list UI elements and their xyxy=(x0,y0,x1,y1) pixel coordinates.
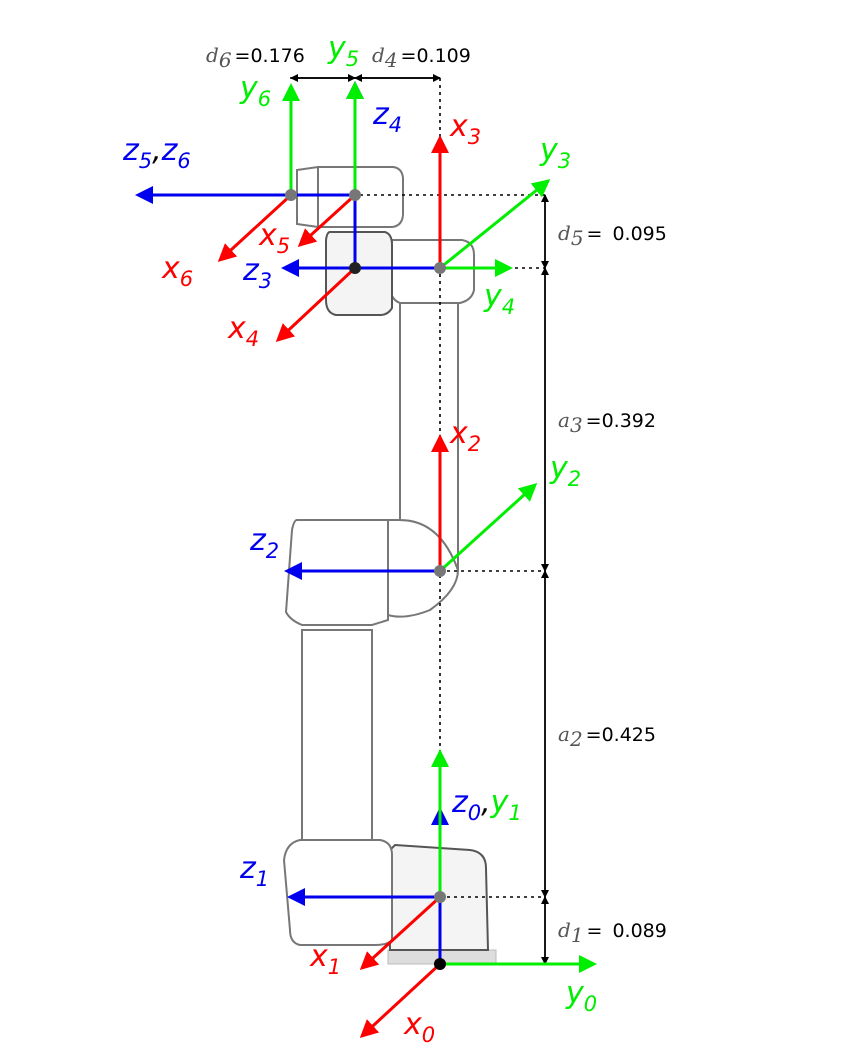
origin-frame4 xyxy=(349,262,361,274)
label-z4: z4 xyxy=(372,97,402,137)
forearm xyxy=(399,299,459,571)
upper-arm xyxy=(301,629,373,841)
origin-frame5 xyxy=(349,189,361,201)
tool-flange xyxy=(296,165,319,229)
robot-body xyxy=(282,165,497,965)
label-z0-y1: z0,y1 xyxy=(451,785,522,825)
label-x5: x5 xyxy=(258,218,290,258)
label-x3: x3 xyxy=(449,109,481,149)
label-z5-z6: z5,z6 xyxy=(122,133,191,173)
dim-label-a3: a3 =0.392 xyxy=(558,408,656,437)
x1-axis xyxy=(359,895,442,971)
dim-label-d5: d5 = 0.095 xyxy=(558,221,667,250)
dimension-arrows xyxy=(290,74,549,965)
label-x6: x6 xyxy=(161,251,193,291)
shoulder-joint xyxy=(282,839,393,946)
label-z1: z1 xyxy=(239,851,269,891)
label-y5: y5 xyxy=(327,31,359,71)
origin-frame1 xyxy=(434,891,446,903)
x0-axis xyxy=(359,962,442,1039)
origin-frame6 xyxy=(285,189,297,201)
label-x2: x2 xyxy=(449,416,481,456)
dim-label-a2: a2 =0.425 xyxy=(558,722,656,751)
label-y2: y2 xyxy=(549,451,581,491)
label-z3: z3 xyxy=(242,253,272,293)
axis-labels: x0 y0 z0,y1 x1 z1 x2 y2 z2 x3 y3 z3 x4 y… xyxy=(122,31,597,1047)
label-y3: y3 xyxy=(539,133,571,173)
y3-axis xyxy=(439,179,551,270)
label-y0: y0 xyxy=(565,976,597,1016)
label-y6: y6 xyxy=(239,71,271,111)
label-y4: y4 xyxy=(483,279,515,319)
origin-frame3 xyxy=(434,262,446,274)
x6-axis xyxy=(217,193,293,263)
dim-label-d1: d1 = 0.089 xyxy=(558,918,667,947)
x4-axis xyxy=(275,266,357,343)
dimension-labels: d6 =0.176 d4 =0.109 d5 = 0.095 a3 =0.392 a2 =0… xyxy=(206,43,667,947)
y2-axis xyxy=(438,482,538,573)
origin-frame2 xyxy=(434,565,446,577)
dim-label-d4: d4 =0.109 xyxy=(372,43,471,72)
frame-axes xyxy=(135,81,597,1039)
joint-origins xyxy=(285,189,446,970)
dim-label-d6: d6 =0.176 xyxy=(206,43,305,72)
label-x4: x4 xyxy=(227,311,259,351)
x5-axis xyxy=(297,193,357,248)
label-z2: z2 xyxy=(249,523,279,563)
origin-frame0 xyxy=(434,958,446,970)
wrist2-joint xyxy=(325,231,393,316)
label-x0: x0 xyxy=(403,1007,435,1047)
label-x1: x1 xyxy=(309,939,341,979)
